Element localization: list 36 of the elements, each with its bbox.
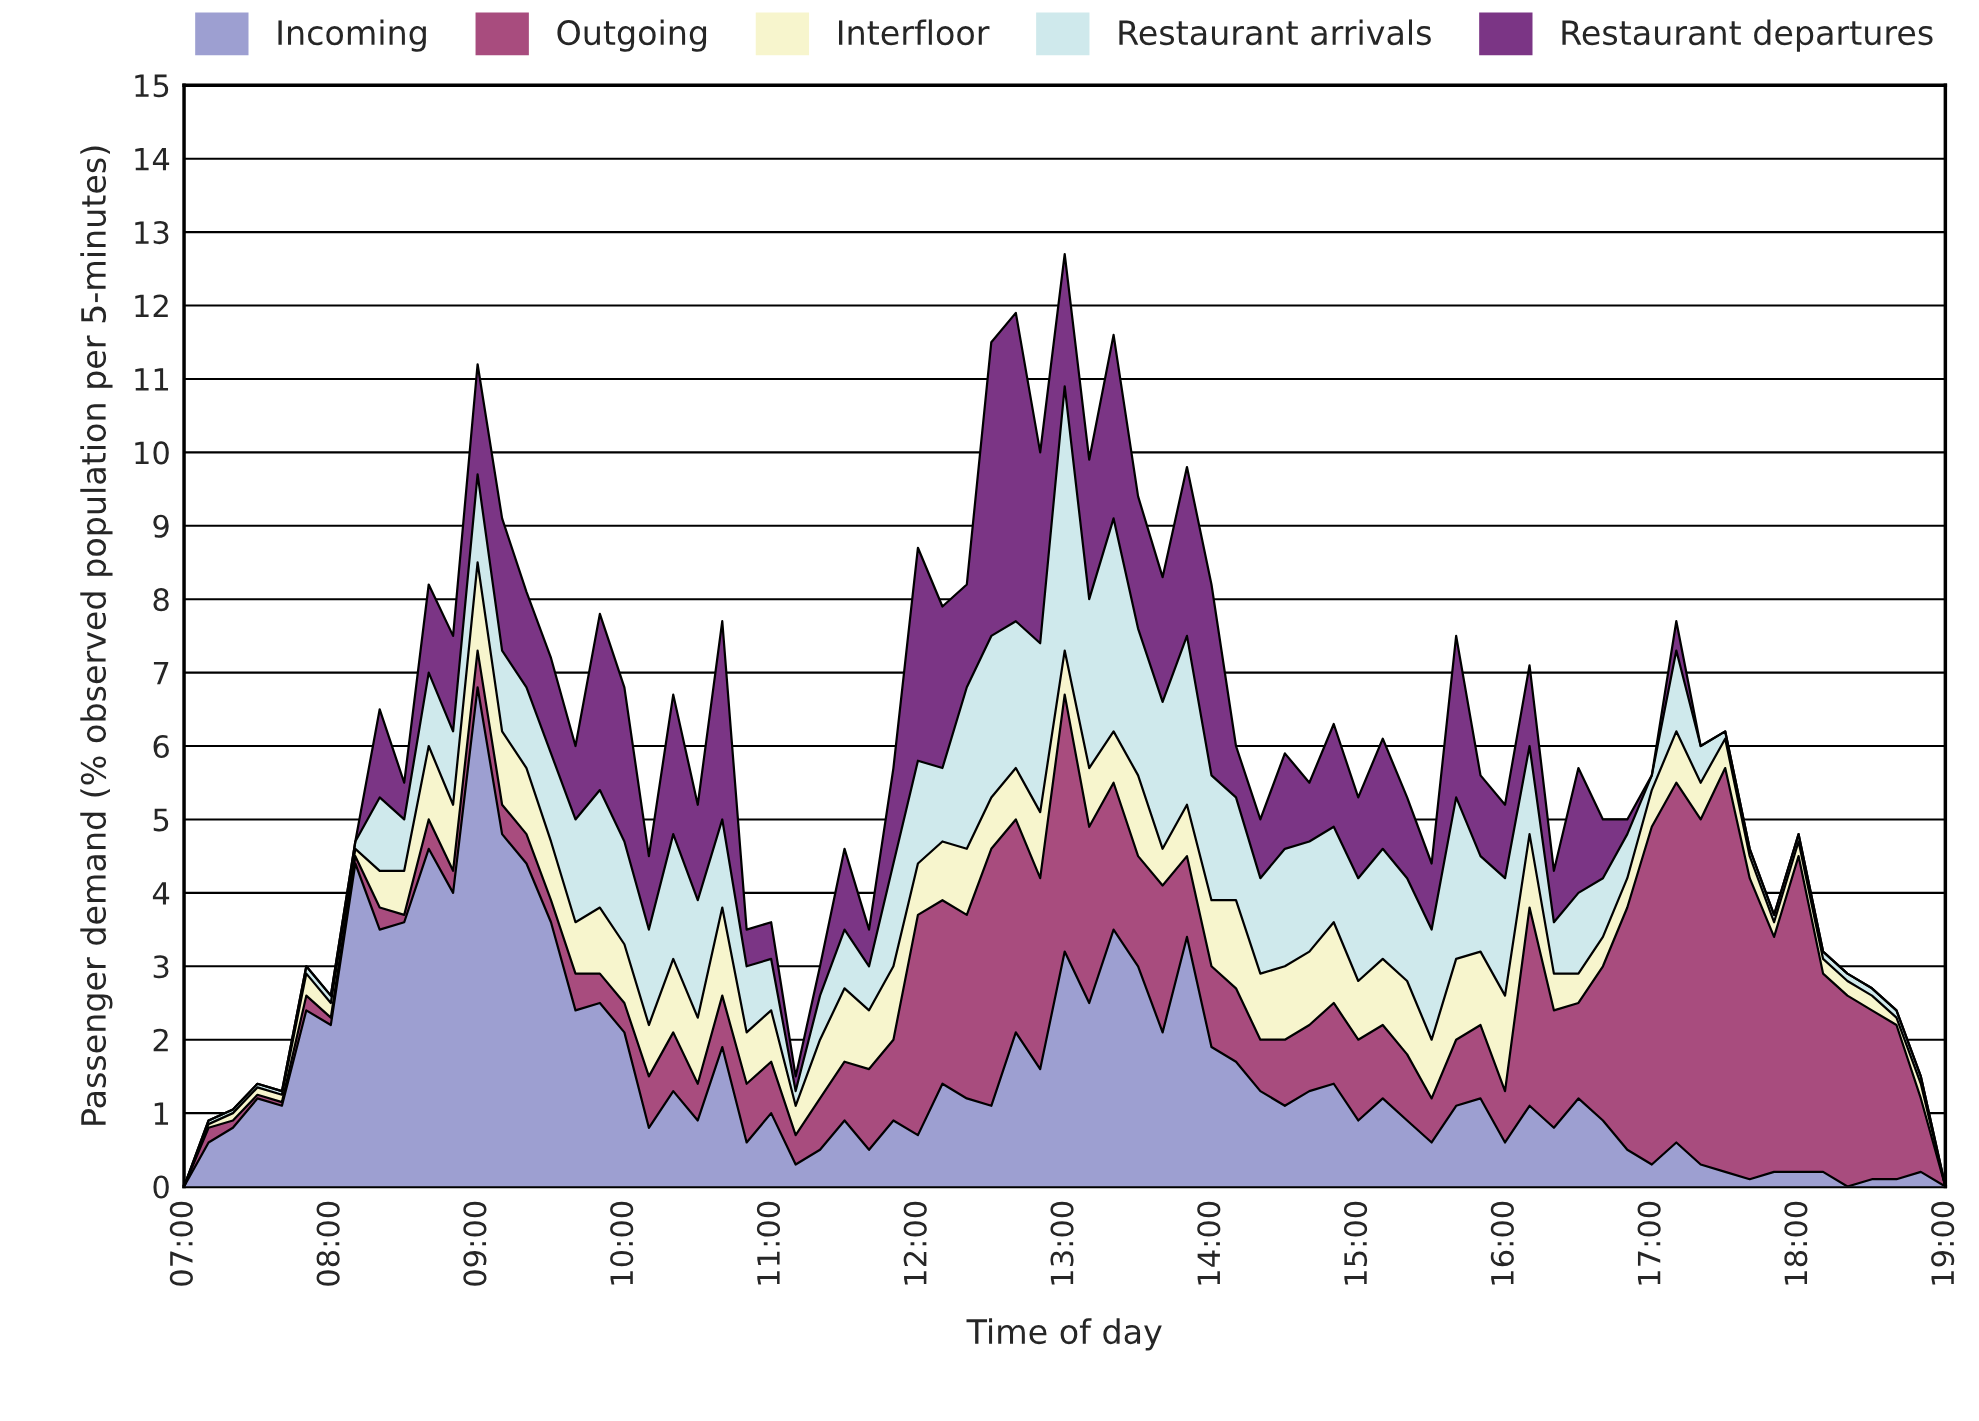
y-tick-label: 15 [135,74,169,98]
y-tick-label: 1 [154,1102,169,1125]
x-tick-label: 11:00 [756,1201,781,1285]
y-tick-label: 0 [153,1175,169,1199]
y-tick-label: 7 [153,661,169,685]
x-tick-label: 09:00 [463,1201,487,1286]
x-tick-label: 14:00 [1197,1201,1221,1285]
x-tick-label: 16:00 [1490,1201,1514,1285]
legend-label: Incoming [278,19,426,52]
y-tick-label: 14 [135,148,170,171]
legend-label: Restaurant arrivals [1119,19,1431,46]
legend-label: Interfloor [839,19,990,46]
x-tick-label: 07:00 [169,1201,193,1286]
x-tick-label: 18:00 [1784,1201,1808,1285]
x-tick-label: 13:00 [1050,1201,1074,1285]
y-tick-label: 9 [153,514,169,538]
y-tick-label: 12 [135,294,168,318]
y-tick-label: 4 [152,882,170,905]
y-tick-label: 6 [153,734,169,759]
legend-label: Outgoing [557,19,707,52]
x-axis-title: Time of day [966,1318,1162,1351]
y-tick-label: 13 [135,221,169,245]
y-axis-title: Passenger demand (% observed population per 5-minutes) [80,146,113,1125]
y-tick-label: 3 [153,955,169,979]
y-tick-label: 10 [135,441,169,465]
x-tick-label: 19:00 [1931,1201,1955,1285]
legend-label: Restaurant departures [1562,19,1933,52]
x-tick-label: 17:00 [1637,1201,1661,1285]
y-tick-label: 11 [135,368,169,391]
x-tick-label: 15:00 [1344,1201,1368,1285]
x-tick-label: 08:00 [316,1201,340,1286]
y-tick-label: 8 [153,588,169,612]
y-tick-label: 2 [153,1028,168,1052]
x-tick-label: 12:00 [903,1201,927,1285]
x-tick-label: 10:00 [610,1201,634,1285]
y-tick-label: 5 [153,808,169,832]
